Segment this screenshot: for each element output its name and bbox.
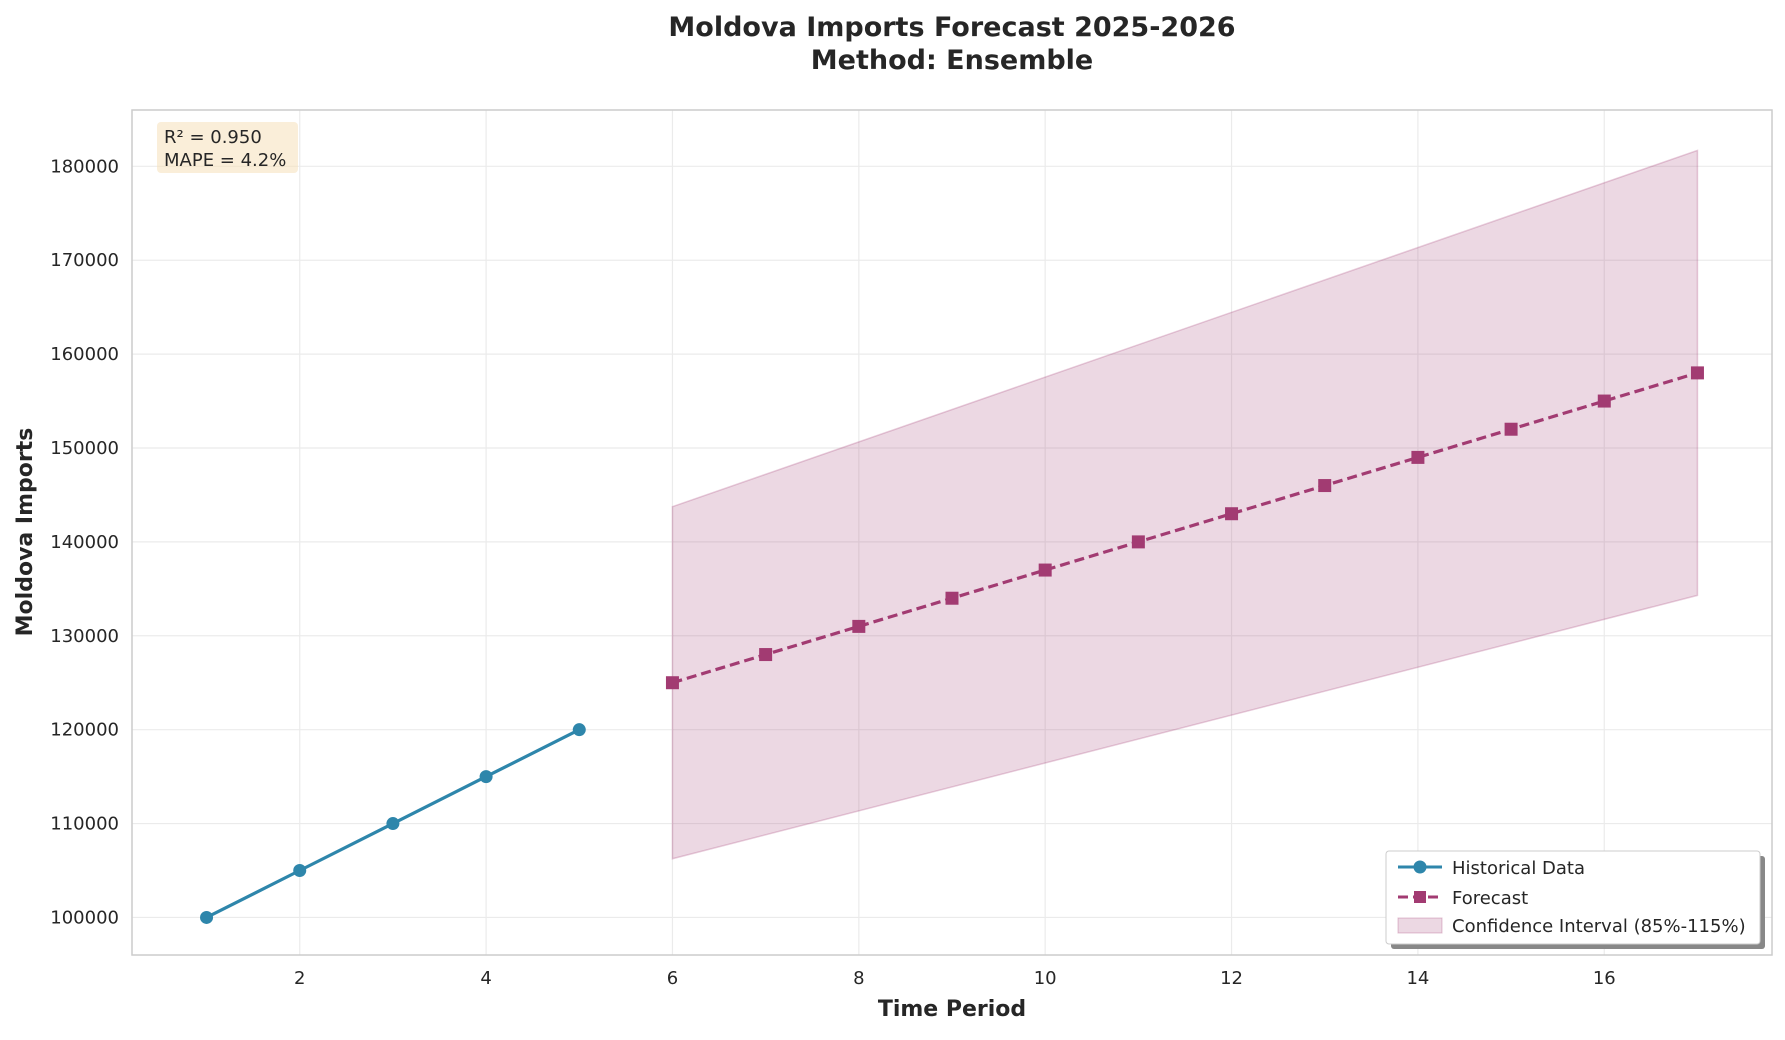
confidence-band-layer [671,149,1699,860]
x-tick-label: 4 [480,968,491,989]
x-tick-label: 12 [1220,968,1243,989]
metric-r2: R² = 0.950 [164,127,262,148]
y-tick-label: 180000 [50,156,119,177]
x-tick-label: 14 [1406,968,1429,989]
forecast-point [1318,479,1332,493]
y-tick-label: 140000 [50,532,119,553]
legend-confidence-swatch [1397,917,1443,934]
grid-lines [132,110,1772,955]
x-tick-label: 8 [853,968,864,989]
forecast-point [1690,366,1704,380]
historical-point [479,770,493,784]
legend-historical-marker [1413,860,1427,874]
historical-point [293,864,307,877]
forecast-point [1225,507,1239,521]
y-tick-label: 120000 [50,720,119,741]
y-tick-label: 170000 [50,250,119,271]
y-tick-label: 150000 [50,438,119,459]
legend-historical-label: Historical Data [1452,858,1585,879]
x-axis-label: Time Period [878,997,1026,1022]
metrics-box-background [157,122,298,173]
historical-point [386,817,400,831]
forecast-point [759,648,773,662]
y-tick-label: 100000 [50,907,119,928]
x-tick-label: 10 [1034,968,1057,989]
x-tick-label: 2 [294,968,305,989]
forecast-point [852,619,866,633]
x-tick-label: 6 [667,968,678,989]
y-tick-label: 160000 [50,344,119,365]
forecast-point [1131,535,1145,549]
metrics-box: R² = 0.950 MAPE = 4.2% [157,122,298,173]
historical-point [200,910,214,924]
y-tick-label: 130000 [50,626,119,647]
chart-subtitle: Method: Ensemble [811,45,1093,76]
plot-frame [131,109,1773,956]
forecast-point [665,676,679,690]
forecast-point [1038,563,1052,577]
forecast-point [1411,450,1425,464]
forecast-point [945,591,959,605]
plot-area [132,110,1772,955]
confidence-band [671,149,1699,860]
legend-forecast-marker [1414,891,1426,903]
legend-item-confidence[interactable]: Confidence Interval (85%-115%) [1397,916,1746,937]
chart-title: Moldova Imports Forecast 2025-2026 [668,12,1235,43]
legend[interactable]: Historical Data Forecast Confidence Inte… [1385,850,1765,949]
legend-item-historical[interactable]: Historical Data [1398,858,1585,879]
y-tick-label: 110000 [50,814,119,835]
forecast-point [1504,422,1518,436]
y-axis-label: Moldova Imports [13,428,38,637]
x-tick-label: 16 [1593,968,1616,989]
forecast-point [1597,394,1611,408]
historical-point [572,723,586,737]
legend-forecast-label: Forecast [1452,888,1528,909]
legend-item-forecast[interactable]: Forecast [1398,888,1528,909]
forecast-line [671,371,1698,685]
series-layer [200,366,1704,924]
legend-confidence-label: Confidence Interval (85%-115%) [1452,916,1746,937]
legend-box [1385,850,1761,945]
metric-mape: MAPE = 4.2% [164,150,286,171]
tick-labels: 2 4 6 8 10 12 14 16 100000 110000 120000 130000 1400… [50,156,1615,989]
